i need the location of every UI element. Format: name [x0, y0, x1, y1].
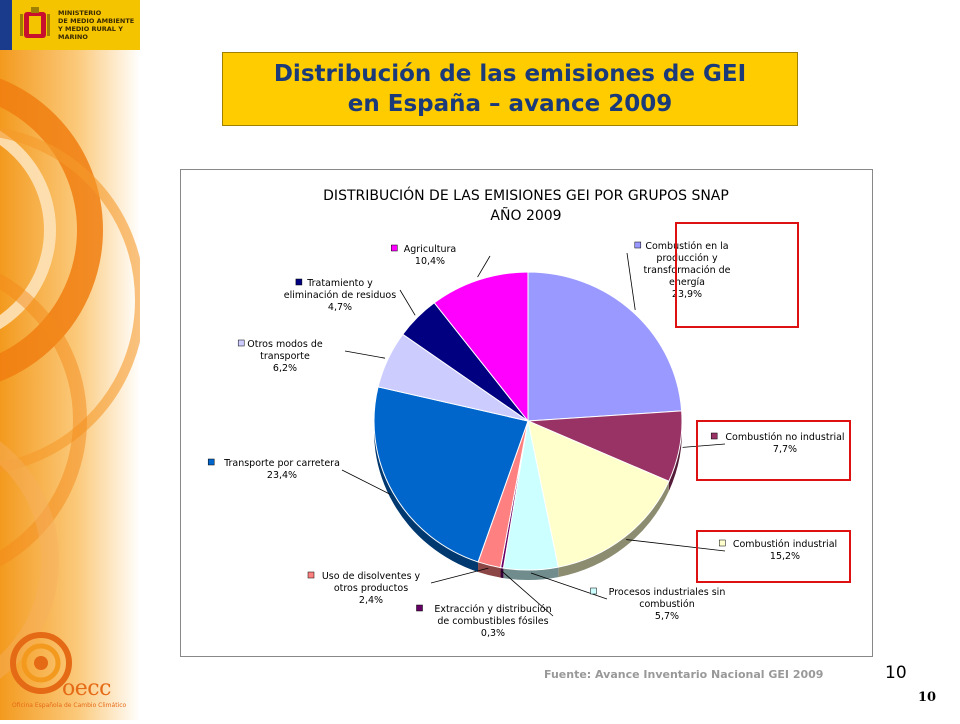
legend-swatch	[307, 571, 315, 579]
slice-category-label: Combustión industrial	[733, 539, 837, 550]
slice-category-label: Uso de disolventes y	[322, 571, 421, 582]
chart-title: DISTRIBUCIÓN DE LAS EMISIONES GEI POR GR…	[323, 186, 729, 204]
pie-slice-side	[374, 386, 479, 572]
slice-value-label: 4,7%	[328, 302, 352, 313]
sidebar-decoration	[0, 0, 145, 720]
highlight-box-no-industrial	[696, 420, 851, 481]
leader-line	[530, 572, 608, 600]
slice-category-label: Agricultura	[404, 244, 456, 255]
slice-value-label: 10,4%	[415, 256, 445, 267]
slice-category-label: Combustión no industrial	[725, 432, 844, 443]
leader-line	[682, 443, 726, 448]
slice-category-label: Tratamiento y	[306, 278, 373, 289]
pie-slice-side	[500, 567, 504, 579]
highlight-box-industrial	[696, 530, 851, 583]
page-number: 10	[885, 663, 907, 683]
orange-swirl-decoration	[0, 50, 145, 720]
slice-value-label: 23,4%	[267, 470, 297, 481]
slice-value-label: 0,3%	[481, 628, 505, 639]
eu-flag	[0, 0, 12, 50]
leader-line	[399, 289, 416, 316]
legend-swatch	[237, 339, 245, 347]
oecc-logo-name: oecc	[62, 676, 111, 701]
legend-swatch	[634, 241, 642, 249]
ministry-line: Y MEDIO RURAL Y MARINO	[58, 25, 123, 41]
pie-slice	[433, 271, 529, 423]
pie-slice	[527, 271, 683, 422]
leader-line	[626, 539, 726, 552]
pie-slice-side	[558, 481, 669, 578]
slice-value-label: 6,2%	[273, 363, 297, 374]
legend-swatch	[710, 432, 718, 440]
legend-swatch	[719, 539, 726, 547]
pie-slice	[527, 420, 670, 568]
coat-of-arms-icon	[20, 7, 50, 38]
slice-category-label: transporte	[260, 351, 310, 362]
leader-line	[501, 570, 554, 617]
slice-category-label: Extracción y distribución	[434, 604, 551, 615]
legend-swatch	[416, 604, 423, 612]
slice-value-label: 5,7%	[655, 611, 679, 622]
pie-slice-side	[478, 561, 501, 578]
slice-category-label: Transporte por carretera	[223, 458, 340, 469]
pie-slice-side	[503, 567, 559, 580]
pie-chart: DISTRIBUCIÓN DE LAS EMISIONES GEI POR GR…	[207, 186, 845, 639]
pie-slice	[373, 386, 529, 563]
slice-value-label: 7,7%	[773, 444, 797, 455]
slice-value-label: 23,9%	[672, 289, 702, 300]
slide-title-line-2: en España – avance 2009	[347, 91, 673, 117]
leader-line	[430, 567, 489, 584]
ministry-header: MINISTERIO DE MEDIO AMBIENTE Y MEDIO RUR…	[0, 0, 140, 50]
slice-category-label: de combustibles fósiles	[437, 616, 548, 627]
legend-swatch	[590, 587, 597, 595]
oecc-logo-icon	[10, 632, 72, 694]
slice-category-label: energía	[669, 277, 705, 288]
ministry-name: MINISTERIO DE MEDIO AMBIENTE Y MEDIO RUR…	[58, 9, 140, 41]
slide-title: Distribución de las emisiones de GEI en …	[222, 52, 798, 126]
slice-category-label: Procesos industriales sin	[609, 587, 726, 598]
slice-category-label: Otros modos de	[247, 339, 323, 350]
source-note: Fuente: Avance Inventario Nacional GEI 2…	[544, 668, 824, 681]
slice-category-label: Combustión en la	[645, 241, 728, 252]
leader-line	[341, 469, 391, 495]
highlight-box-energia	[675, 222, 799, 328]
slice-value-label: 2,4%	[359, 595, 383, 606]
slice-category-label: combustión	[639, 599, 695, 610]
chart-subtitle: AÑO 2009	[490, 207, 561, 224]
ministry-line: DE MEDIO AMBIENTE	[58, 17, 135, 25]
slice-category-label: eliminación de residuos	[284, 290, 396, 301]
slide-title-line-1: Distribución de las emisiones de GEI	[273, 61, 747, 87]
slice-category-label: producción y	[656, 253, 718, 264]
legend-swatch	[295, 278, 303, 286]
legend-swatch	[207, 458, 215, 466]
legend-swatch	[391, 244, 398, 252]
oecc-logo-subtitle: Oficina Española de Cambio Climático	[12, 702, 127, 709]
slice-value-label: 15,2%	[770, 551, 800, 562]
slice-category-label: otros productos	[334, 583, 408, 594]
leader-line	[477, 255, 491, 278]
page-number-footer: 10	[918, 690, 937, 705]
leader-line	[344, 350, 386, 359]
ministry-line: MINISTERIO	[58, 9, 102, 17]
slice-category-label: transformación de	[644, 265, 731, 276]
leader-line	[626, 252, 636, 311]
